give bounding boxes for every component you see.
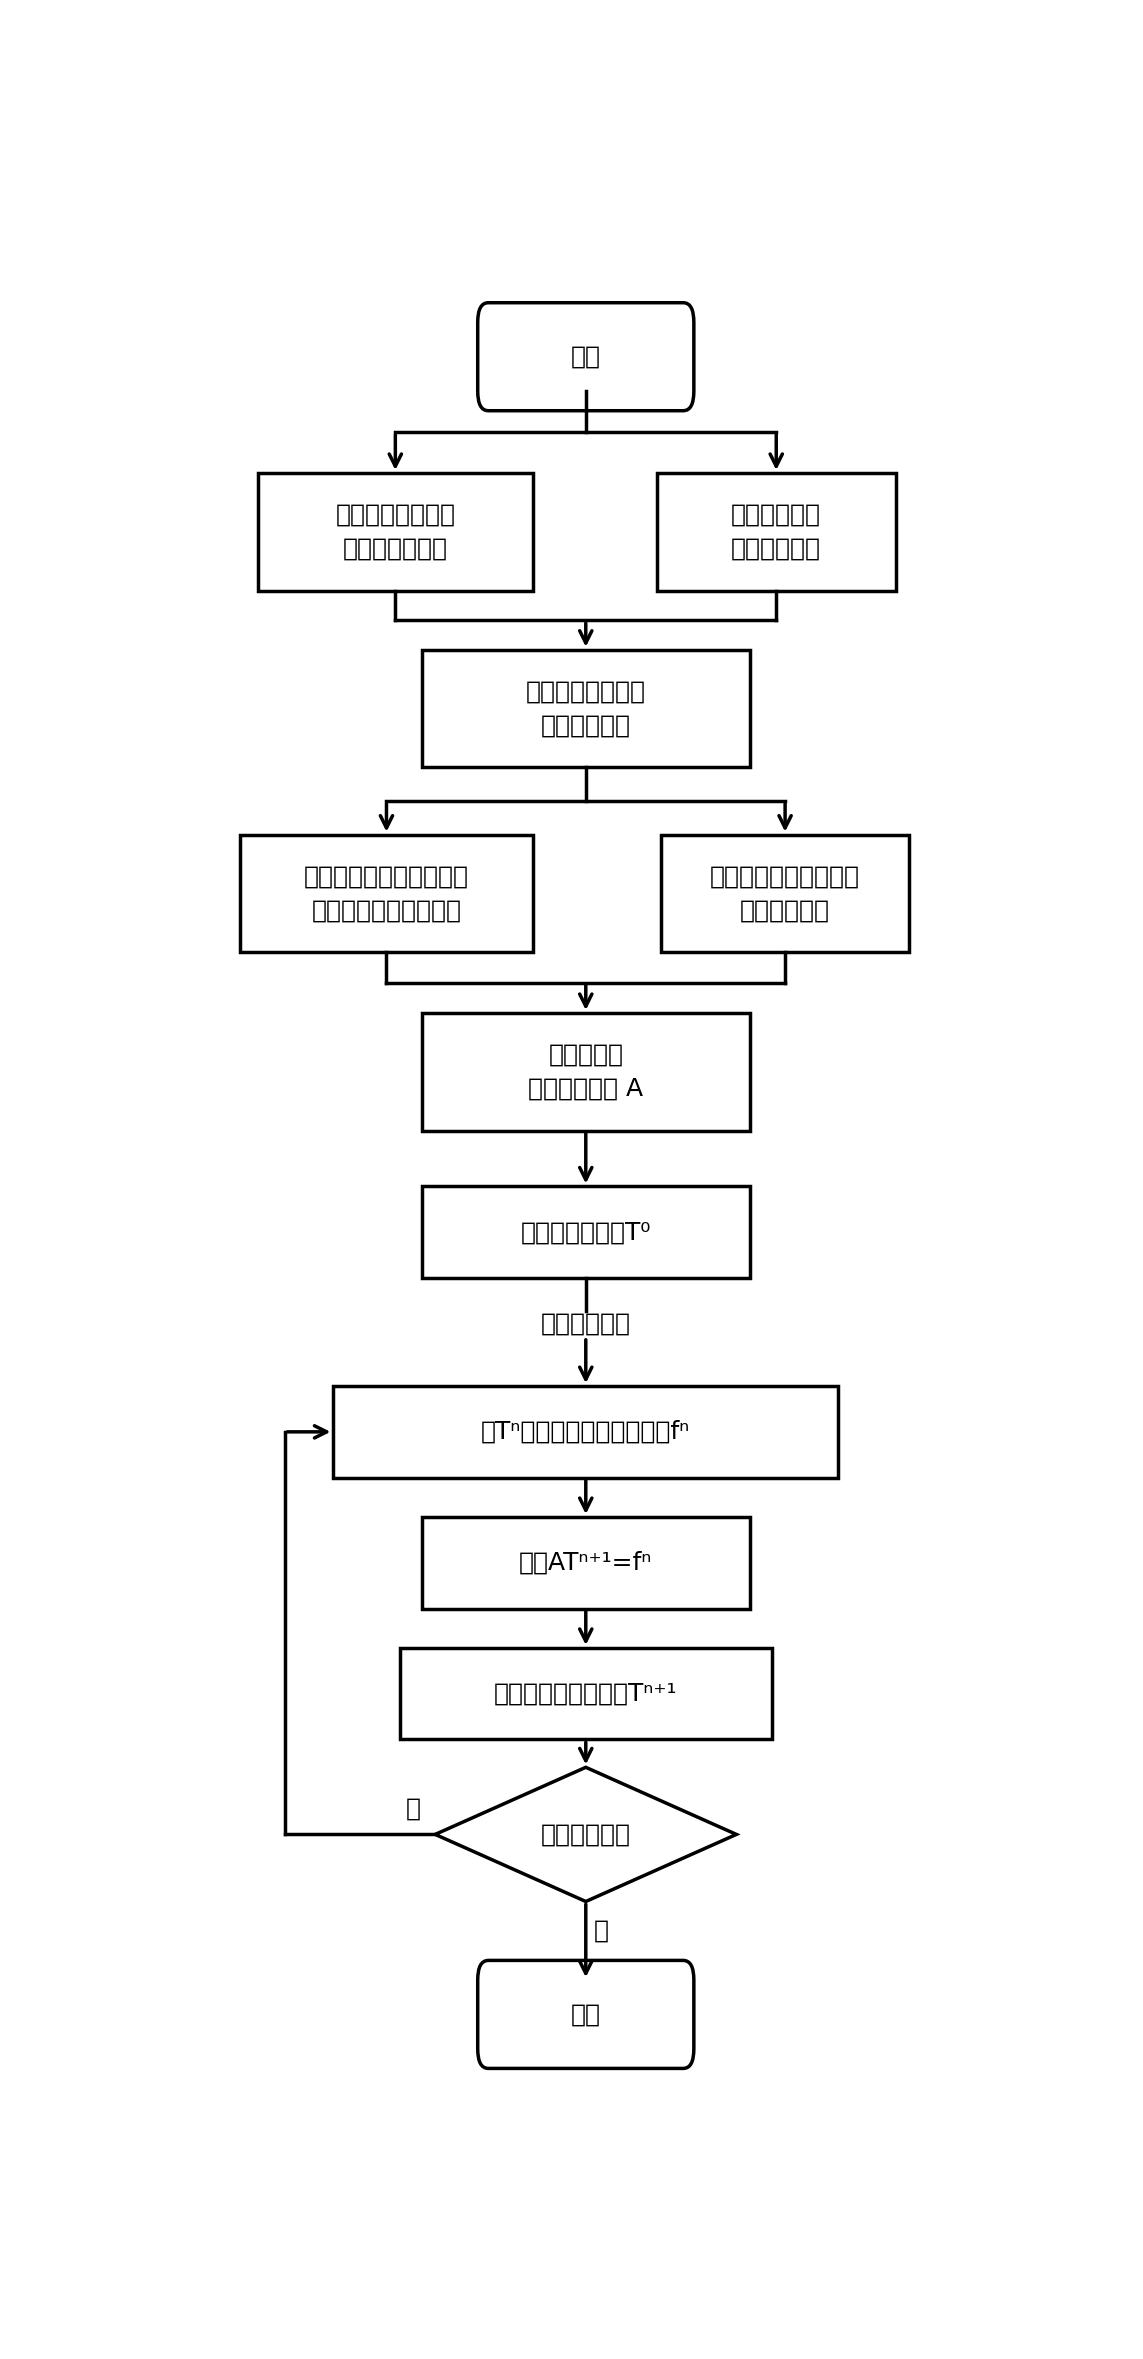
Text: 求解ATⁿ⁺¹=fⁿ: 求解ATⁿ⁺¹=fⁿ — [519, 1550, 653, 1576]
FancyBboxPatch shape — [478, 302, 694, 410]
Text: 是: 是 — [594, 1918, 609, 1944]
Bar — [334, 1387, 838, 1477]
Text: 确定传热控制方程
及边界换热条件: 确定传热控制方程 及边界换热条件 — [335, 502, 455, 561]
Text: 确定求解区域
（液滴形状）: 确定求解区域 （液滴形状） — [732, 502, 821, 561]
Bar — [656, 472, 896, 590]
Polygon shape — [435, 1767, 736, 1901]
Text: 开始: 开始 — [570, 344, 601, 368]
Bar — [240, 835, 533, 953]
Text: 区域网格划分及对应的
重心对偶剖分: 区域网格划分及对应的 重心对偶剖分 — [710, 866, 860, 922]
Text: 开始迭代计算: 开始迭代计算 — [541, 1312, 631, 1335]
Text: 否: 否 — [406, 1795, 421, 1821]
FancyBboxPatch shape — [478, 1960, 694, 2069]
Bar — [400, 1649, 772, 1739]
Text: 得到下一时刻温度场Tⁿ⁺¹: 得到下一时刻温度场Tⁿ⁺¹ — [494, 1682, 678, 1706]
Text: 传热控制方程在节点控制
单元内积分及离散处理: 传热控制方程在节点控制 单元内积分及离散处理 — [304, 866, 469, 922]
Bar — [258, 472, 533, 590]
Bar — [422, 1012, 750, 1130]
Text: 确定数值求解方法
（有限体积）: 确定数值求解方法 （有限体积） — [526, 679, 646, 738]
Text: 结束: 结束 — [570, 2003, 601, 2026]
Text: 给定初始温度场T⁰: 给定初始温度场T⁰ — [520, 1220, 652, 1243]
Bar — [422, 1517, 750, 1609]
Bar — [422, 1187, 750, 1279]
Text: 瞬态计算完成: 瞬态计算完成 — [541, 1824, 631, 1847]
Text: 由Tⁿ及边界条件确定右端项fⁿ: 由Tⁿ及边界条件确定右端项fⁿ — [481, 1420, 690, 1444]
Text: 求节点系数
构造迭代矩阵 A: 求节点系数 构造迭代矩阵 A — [528, 1043, 644, 1102]
Bar — [422, 649, 750, 767]
Bar — [661, 835, 909, 953]
